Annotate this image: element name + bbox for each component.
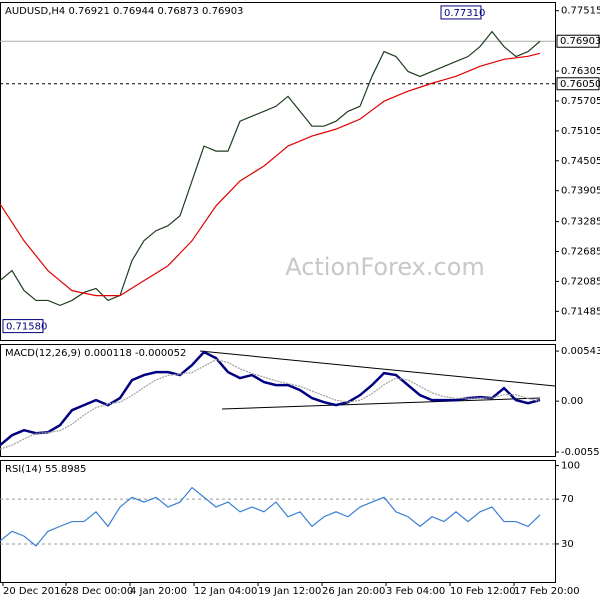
y-tick-label: 0.73905 [561, 186, 600, 197]
x-tick-label: 19 Jan 12:00 [258, 586, 321, 597]
x-tick-label: 17 Feb 20:00 [514, 586, 580, 597]
trendline [199, 350, 556, 387]
annotation-label: 0.77310 [444, 8, 485, 19]
panel-title: MACD(12,26,9) 0.000118 -0.000052 [5, 348, 186, 359]
series-line [0, 350, 541, 447]
y-tick-label: 0.005436 [561, 346, 600, 357]
series-line [0, 30, 541, 307]
y-tick-label: 70 [561, 494, 574, 505]
series-line [0, 52, 541, 297]
y-tick-label: 100 [561, 461, 580, 472]
trendline [221, 397, 541, 410]
y-tick-label: 0.76305 [561, 66, 600, 77]
x-tick-label: 20 Dec 2016 [3, 586, 67, 597]
y-tick-label: 0.71485 [561, 306, 600, 317]
series-line [0, 486, 541, 547]
x-tick-label: 12 Jan 04:00 [194, 586, 257, 597]
panel-title: AUDUSD,H4 0.76921 0.76944 0.76873 0.7690… [5, 6, 243, 17]
y-tick-label: 0.72685 [561, 247, 600, 258]
level-tag [556, 77, 600, 91]
level-label: 0.76050 [560, 79, 600, 90]
annotation-box [440, 5, 482, 20]
annotation-label: 0.71580 [6, 322, 47, 333]
panel-title: RSI(14) 55.8985 [5, 464, 86, 475]
y-tick-label: 0.75705 [561, 96, 600, 107]
y-tick-label: 0.00 [561, 396, 583, 407]
x-tick-label: 10 Feb 12:00 [450, 586, 516, 597]
series-line [0, 359, 541, 450]
y-tick-label: 0.77515 [561, 6, 600, 17]
y-tick-label: 0.72085 [561, 276, 600, 287]
panel-border [0, 460, 556, 583]
panel-border [0, 344, 556, 457]
y-tick-label: 0.75105 [561, 126, 600, 137]
level-tag [556, 34, 600, 48]
y-tick-label: 0.73285 [561, 217, 600, 228]
x-tick-label: 26 Jan 20:00 [322, 586, 385, 597]
y-tick-label: 0.74505 [561, 156, 600, 167]
y-tick-label: -0.005521 [561, 447, 600, 458]
level-label: 0.76903 [560, 36, 600, 47]
annotation-box [2, 319, 44, 334]
x-tick-label: 4 Jan 20:00 [130, 586, 187, 597]
x-tick-label: 3 Feb 04:00 [386, 586, 445, 597]
panel-border [0, 2, 556, 341]
y-tick-label: 30 [561, 539, 574, 550]
x-tick-label: 28 Dec 00:00 [66, 586, 133, 597]
watermark: ActionForex.com [285, 253, 485, 281]
